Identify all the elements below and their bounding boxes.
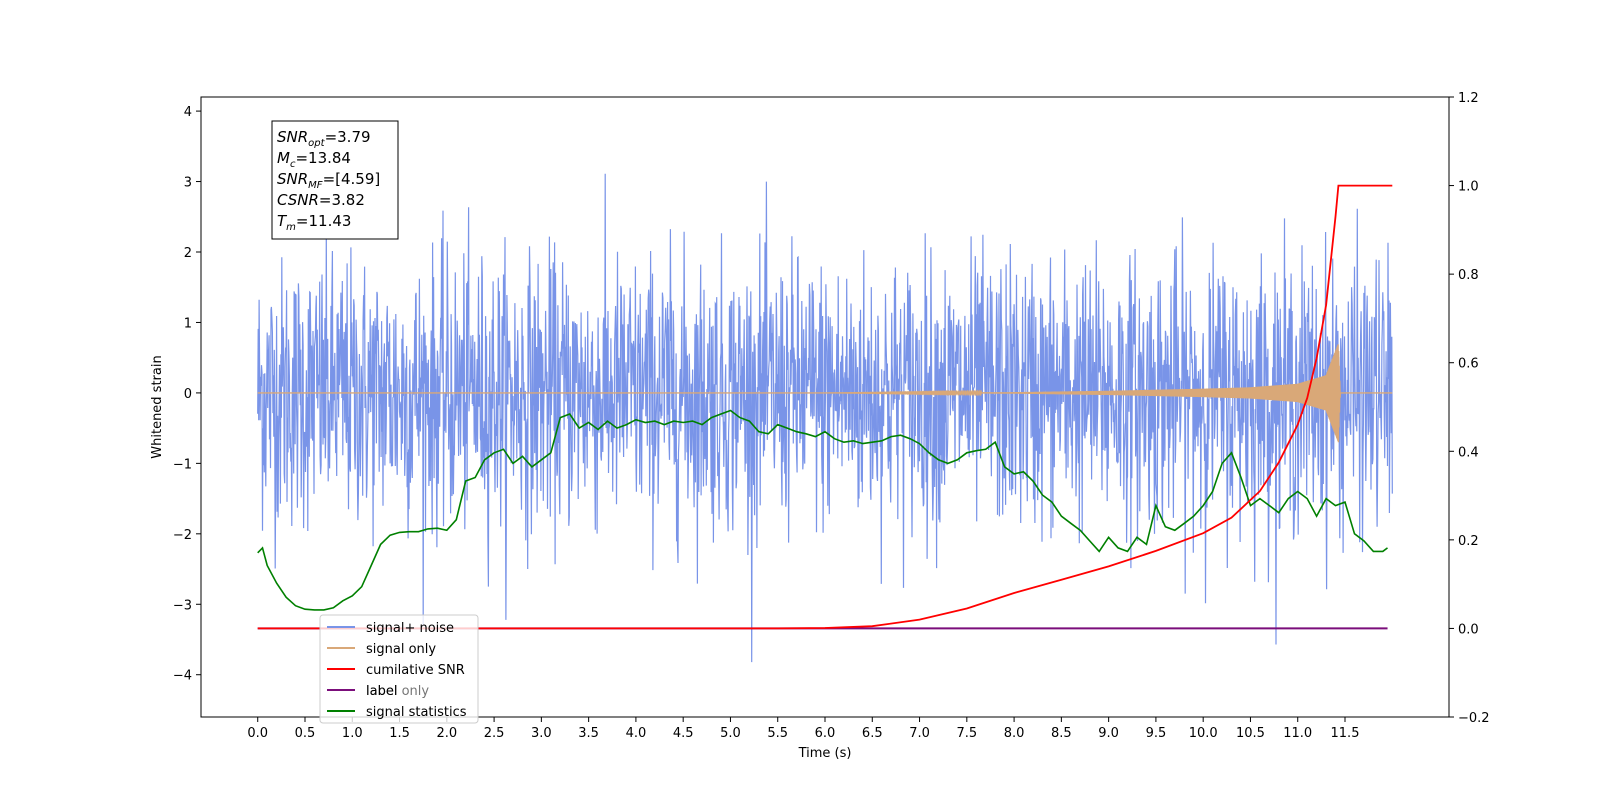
y2-tick-label: 1.2 <box>1458 91 1479 106</box>
x-tick-label: 8.0 <box>1004 726 1025 741</box>
y-tick-label: −3 <box>173 598 192 613</box>
annotation-line: CSNR=3.82 <box>277 191 365 209</box>
y-tick-label: −4 <box>173 669 192 684</box>
x-tick-label: 3.0 <box>531 726 552 741</box>
x-tick-label: 0.5 <box>295 726 316 741</box>
y2-tick-label: −0.2 <box>1458 711 1490 726</box>
y-tick-label: 3 <box>184 176 192 191</box>
legend-frame <box>319 614 479 724</box>
x-tick-label: 7.5 <box>956 726 977 741</box>
x-axis-label: Time (s) <box>798 746 852 761</box>
y2-tick-label: 0.6 <box>1458 357 1479 372</box>
x-tick-label: 6.0 <box>815 726 836 741</box>
series-signal-noise <box>257 173 1393 663</box>
y-tick-label: −2 <box>173 528 192 543</box>
annotation-frame <box>271 120 399 240</box>
legend: label only signal+ noise signal only cumila… <box>319 614 479 724</box>
series-signal-statistics <box>257 409 1388 611</box>
y-tick-label: 1 <box>184 316 192 331</box>
x-tick-label: 8.5 <box>1051 726 1072 741</box>
y2-tick-label: 0.0 <box>1458 622 1479 637</box>
stats-annotation-box: SNRopt=3.79Mc=13.84SNRMF=[4.59]CSNR=3.82… <box>271 120 399 240</box>
series-signal-only <box>257 344 1393 443</box>
x-tick-label: 9.0 <box>1098 726 1119 741</box>
y2-tick-label: 0.4 <box>1458 445 1479 460</box>
y-axis-right: −0.2 0.0 0.2 0.4 0.6 0.8 1.0 1.2 <box>1449 91 1490 726</box>
x-tick-label: 4.0 <box>626 726 647 741</box>
annotation-line: SNRopt=3.79 <box>277 128 371 149</box>
annotation-line: SNRMF=[4.59] <box>277 170 380 191</box>
y-tick-label: 2 <box>184 246 192 261</box>
x-tick-label: 1.0 <box>342 726 363 741</box>
legend-label: cumilative SNR <box>366 663 465 678</box>
y-tick-label: −1 <box>173 457 192 472</box>
y2-tick-label: 0.2 <box>1458 534 1479 549</box>
x-axis: 0.0 0.5 1.0 1.5 2.0 2.5 3.0 3.5 4.0 4.5 5.0 5.5 6.0 6… <box>247 717 1359 741</box>
x-tick-label: 7.0 <box>909 726 930 741</box>
y-axis-label: Whitened strain <box>150 355 165 458</box>
x-tick-label: 5.5 <box>767 726 788 741</box>
x-tick-label: 10.5 <box>1236 726 1265 741</box>
x-tick-label: 9.5 <box>1146 726 1167 741</box>
x-tick-label: 2.0 <box>436 726 457 741</box>
x-tick-label: 11.5 <box>1331 726 1360 741</box>
x-tick-label: 1.5 <box>389 726 410 741</box>
x-tick-label: 6.5 <box>862 726 883 741</box>
x-tick-label: 3.5 <box>578 726 599 741</box>
x-tick-label: 11.0 <box>1283 726 1312 741</box>
legend-label-faded: label only <box>366 684 429 699</box>
legend-label: label <box>366 684 397 699</box>
y-tick-label: 4 <box>184 105 192 120</box>
legend-label: signal+ noise <box>366 621 454 636</box>
annotation-line: Tm=11.43 <box>277 212 351 233</box>
legend-label: signal only <box>366 642 436 657</box>
y2-tick-label: 0.8 <box>1458 268 1479 283</box>
x-tick-label: 2.5 <box>484 726 505 741</box>
legend-label: signal statistics <box>366 705 467 720</box>
x-tick-label: 5.0 <box>720 726 741 741</box>
series-cumulative-snr <box>257 184 1393 630</box>
y-tick-label: 0 <box>184 387 192 402</box>
y2-tick-label: 1.0 <box>1458 180 1479 195</box>
x-tick-label: 4.5 <box>673 726 694 741</box>
x-tick-label: 0.0 <box>247 726 268 741</box>
plot-area <box>257 173 1393 663</box>
annotation-line: Mc=13.84 <box>277 149 351 170</box>
y-axis-left: −4 −3 −2 −1 0 1 2 3 4 <box>173 105 201 684</box>
x-tick-label: 10.0 <box>1189 726 1218 741</box>
